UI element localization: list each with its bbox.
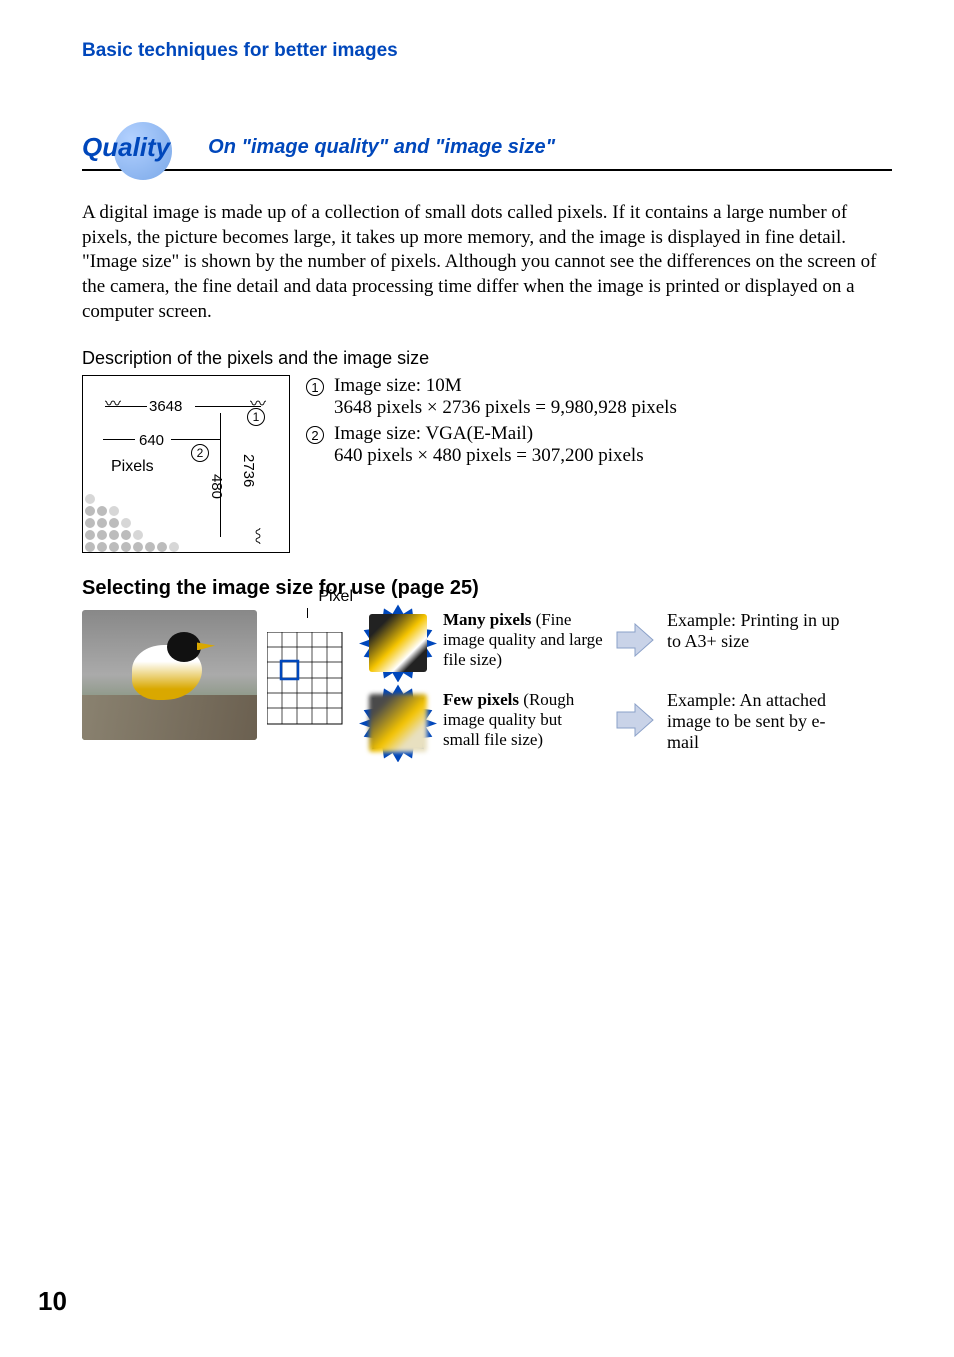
pixel-label: Pixel (318, 588, 353, 606)
chapter-title: Basic techniques for better images (82, 40, 892, 62)
size-item-1: 1 Image size: 10M 3648 pixels × 2736 pix… (306, 375, 677, 419)
pixel-diagram: 〰 3648 〰 640 Pixels 1 2 480 2736 〰 (82, 375, 290, 553)
size-item-2: 2 Image size: VGA(E-Mail) 640 pixels × 4… (306, 423, 677, 467)
many-bold: Many pixels (443, 610, 531, 629)
example-many: Example: Printing in up to A3+ size (667, 610, 847, 652)
desc-heading: Description of the pixels and the image … (82, 348, 892, 369)
size-list: 1 Image size: 10M 3648 pixels × 2736 pix… (306, 375, 677, 471)
circled-num-1: 1 (306, 378, 324, 396)
size-detail-2: 640 pixels × 480 pixels = 307,200 pixels (334, 445, 644, 467)
compare-many: Many pixels (Fine image quality and larg… (365, 610, 847, 676)
few-bold: Few pixels (443, 690, 519, 709)
arrow-icon (615, 700, 655, 740)
size-title-1: Image size: 10M (334, 375, 462, 396)
diagram-dots (85, 497, 185, 552)
diagram-height-small: 480 (208, 474, 225, 499)
size-title-2: Image size: VGA(E-Mail) (334, 423, 533, 444)
diagram-row: 〰 3648 〰 640 Pixels 1 2 480 2736 〰 1 Ima… (82, 375, 892, 553)
page-number: 10 (38, 1286, 67, 1317)
bird-photo (82, 610, 257, 740)
arrow-icon (615, 620, 655, 660)
section-heading: Quality On "image quality" and "image si… (82, 132, 892, 171)
thumb-many (365, 610, 431, 676)
grid-icon (267, 632, 345, 727)
intro-paragraph: A digital image is made up of a collecti… (82, 201, 892, 324)
pixel-comparison: Pixel Many pixels (Fine image quality an… (82, 610, 892, 770)
example-few: Example: An attached image to be sent by… (667, 690, 847, 753)
diagram-marker-1: 1 (247, 408, 265, 426)
thumb-few (365, 690, 431, 756)
select-heading: Selecting the image size for use (page 2… (82, 577, 892, 600)
compare-few: Few pixels (Rough image quality but smal… (365, 690, 847, 756)
diagram-pixels-label: Pixels (111, 458, 154, 476)
quality-subtitle: On "image quality" and "image size" (208, 136, 555, 165)
circled-num-2: 2 (306, 426, 324, 444)
size-detail-1: 3648 pixels × 2736 pixels = 9,980,928 pi… (334, 397, 677, 419)
zoom-grid: Pixel (267, 610, 345, 730)
diagram-height-large: 2736 (240, 454, 257, 487)
quality-label: Quality (82, 132, 170, 169)
